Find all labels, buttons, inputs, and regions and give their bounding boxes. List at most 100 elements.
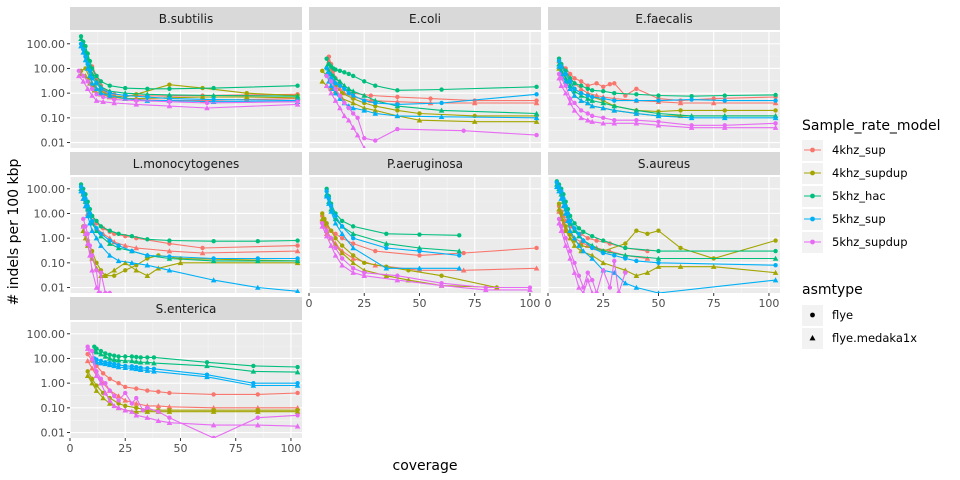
data-point (144, 272, 151, 278)
data-point (634, 258, 639, 264)
data-point (106, 252, 113, 258)
data-point (600, 100, 607, 106)
data-point (107, 352, 112, 358)
x-tick-label: 100 (758, 297, 779, 310)
data-point (211, 85, 216, 91)
data-point (167, 86, 172, 92)
data-point (84, 358, 91, 364)
data-point (350, 231, 356, 237)
data-point (111, 393, 117, 399)
data-point (633, 272, 640, 278)
data-point (416, 265, 423, 271)
data-point (107, 83, 112, 88)
data-point (85, 369, 90, 374)
x-tick-label: 25 (596, 297, 610, 310)
data-point (123, 85, 128, 91)
data-point (584, 117, 591, 123)
facet-strip (70, 152, 302, 175)
series-line-5khz_hac-flye.medaka1x (94, 350, 298, 373)
data-point (361, 107, 368, 113)
data-point (255, 408, 261, 414)
data-point (350, 260, 356, 266)
data-point (438, 107, 445, 113)
facet-strip (309, 7, 541, 30)
data-point (345, 117, 352, 123)
data-point (134, 395, 139, 401)
data-point (85, 351, 90, 357)
data-point (134, 405, 139, 411)
data-point (89, 365, 95, 371)
data-point (567, 71, 573, 77)
data-point (383, 265, 390, 271)
series-group (76, 34, 301, 111)
data-point (151, 368, 157, 374)
data-point (151, 360, 157, 366)
data-point (656, 290, 661, 293)
data-point (319, 78, 326, 84)
data-point (107, 290, 112, 293)
data-point (656, 248, 661, 254)
data-point (373, 103, 378, 109)
data-point (210, 277, 217, 283)
data-point (655, 122, 662, 128)
data-point (87, 220, 93, 226)
data-point (394, 277, 401, 283)
data-point (350, 73, 356, 79)
data-point (138, 355, 143, 360)
data-point (773, 92, 778, 98)
data-point (611, 103, 618, 109)
data-point (84, 240, 91, 246)
data-point (373, 248, 378, 254)
data-point (578, 83, 584, 88)
data-point (82, 203, 89, 209)
data-point (111, 363, 117, 369)
data-point (601, 115, 606, 121)
data-point (362, 145, 366, 148)
data-point (355, 115, 360, 121)
legend-key-point (810, 147, 815, 153)
series-line-5khz_sup-flye (80, 186, 298, 260)
facet-strip (309, 152, 541, 175)
data-point (534, 84, 539, 90)
data-point (456, 265, 463, 271)
data-point (323, 193, 330, 199)
data-point (562, 210, 569, 216)
data-point (350, 241, 356, 246)
data-point (323, 82, 330, 88)
data-point (100, 371, 106, 376)
data-point (589, 118, 595, 124)
data-point (116, 354, 121, 359)
data-point (199, 94, 206, 100)
data-point (773, 238, 778, 243)
data-point (406, 268, 411, 273)
data-point (612, 98, 617, 103)
data-point (294, 93, 301, 99)
data-point (571, 269, 578, 275)
data-point (560, 203, 567, 209)
data-point (111, 267, 117, 273)
data-point (129, 358, 135, 364)
legend-key-point (810, 193, 815, 199)
data-point (107, 388, 112, 393)
data-point (395, 126, 400, 132)
data-point (534, 132, 539, 138)
data-point (350, 269, 356, 275)
circle-shape-icon (810, 312, 815, 318)
data-point (677, 100, 684, 106)
data-point (145, 94, 150, 100)
data-point (722, 108, 727, 113)
data-point (129, 260, 135, 266)
data-point (611, 107, 618, 113)
data-point (94, 268, 99, 273)
series-group (319, 54, 540, 148)
data-point (255, 392, 261, 397)
data-point (622, 252, 629, 258)
data-point (103, 380, 108, 386)
data-point (295, 238, 300, 243)
data-point (84, 345, 91, 351)
data-point (123, 93, 128, 98)
data-point (362, 270, 367, 275)
data-point (134, 98, 139, 103)
data-point (102, 353, 109, 359)
data-point (346, 105, 351, 111)
